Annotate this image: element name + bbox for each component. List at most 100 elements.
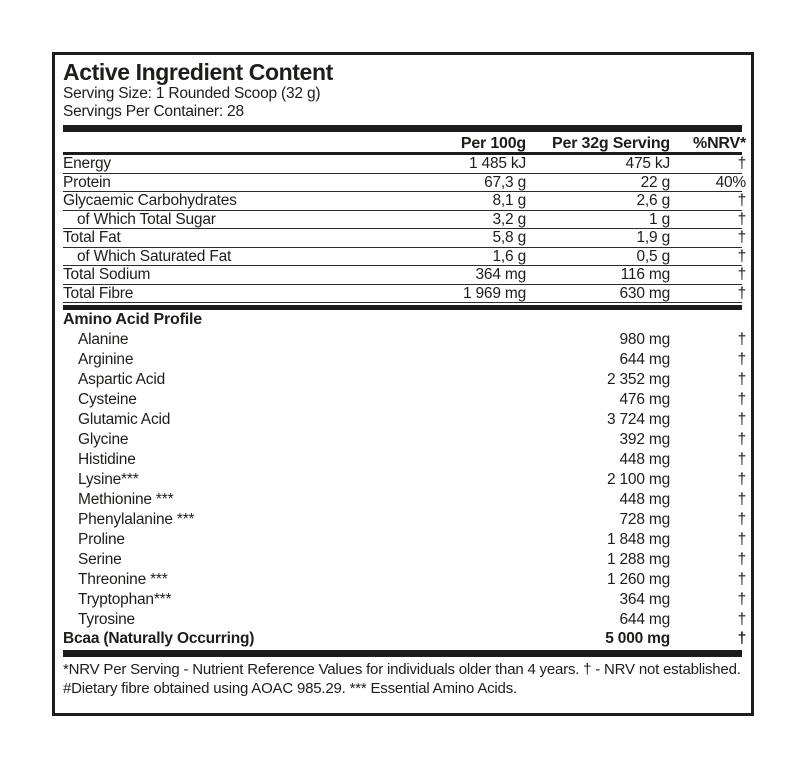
- value-per-100g: [333, 510, 526, 530]
- value-per-100g: 364 mg: [475, 266, 527, 283]
- footnotes: *NRV Per Serving - Nutrient Reference Va…: [63, 660, 742, 698]
- label-title: Active Ingredient Content: [63, 59, 333, 85]
- header-nrv: %NRV*: [693, 135, 746, 152]
- amino-acid-profile-heading: Amino Acid Profile: [63, 311, 202, 328]
- amino-row-lysine: Lysine*** 2 100 mg †: [63, 470, 746, 490]
- amino-row-arginine: Arginine 644 mg †: [63, 350, 746, 370]
- amino-row-tyrosine: Tyrosine 644 mg †: [63, 610, 746, 630]
- value-per-100g: 1,6 g: [492, 247, 527, 265]
- amino-name: Proline: [78, 531, 125, 548]
- value-nrv: †: [737, 630, 747, 647]
- value-per-serving: 644 mg: [619, 611, 671, 628]
- footnote-nrv: *NRV Per Serving - Nutrient Reference Va…: [63, 661, 741, 678]
- value-per-serving: 2 100 mg: [606, 471, 670, 488]
- value-per-serving: 364 mg: [619, 591, 671, 608]
- amino-row-glycine: Glycine 392 mg †: [63, 430, 746, 450]
- value-per-100g: 67,3 g: [484, 173, 526, 191]
- value-per-100g: [333, 430, 526, 450]
- amino-name: Glycine: [78, 431, 129, 448]
- value-nrv: †: [737, 266, 747, 283]
- value-per-serving: 392 mg: [619, 431, 671, 448]
- serving-size: Serving Size: 1 Rounded Scoop (32 g): [63, 85, 321, 102]
- value-nrv: †: [737, 611, 747, 628]
- value-per-100g: [333, 490, 526, 510]
- nutrient-name: Energy: [63, 155, 111, 172]
- value-nrv: †: [737, 531, 747, 548]
- value-per-serving: 2,6 g: [636, 192, 671, 209]
- amino-name: Methionine ***: [78, 491, 174, 508]
- nutrient-row-glycaemic-carbohydrates: Glycaemic Carbohydrates 8,1 g 2,6 g †: [63, 192, 746, 211]
- nutrient-name: Protein: [63, 173, 111, 191]
- amino-row-glutamic-acid: Glutamic Acid 3 724 mg †: [63, 410, 746, 430]
- amino-name: Tryptophan***: [78, 591, 172, 608]
- value-per-100g: [333, 590, 526, 610]
- nutrient-row-total-fibre: Total Fibre 1 969 mg 630 mg †: [63, 284, 746, 303]
- value-nrv: †: [737, 351, 747, 368]
- value-nrv: †: [737, 210, 747, 228]
- nutrient-name: of Which Total Sugar: [77, 210, 216, 228]
- value-per-serving: 1 260 mg: [606, 571, 670, 588]
- value-nrv: †: [737, 331, 747, 348]
- divider-thick-bottom: [63, 650, 742, 657]
- value-per-serving: 448 mg: [619, 491, 671, 508]
- value-nrv: †: [737, 371, 747, 388]
- nutrient-row-total-sodium: Total Sodium 364 mg 116 mg †: [63, 266, 746, 285]
- nutrient-row-saturated-fat: of Which Saturated Fat 1,6 g 0,5 g †: [63, 247, 746, 266]
- amino-name: Aspartic Acid: [78, 371, 165, 388]
- nutrient-name: Total Sodium: [63, 266, 151, 283]
- value-nrv: †: [737, 451, 747, 468]
- value-per-100g: 5,8 g: [492, 229, 527, 246]
- value-per-serving: 0,5 g: [636, 247, 671, 265]
- value-per-serving: 1 288 mg: [606, 551, 670, 568]
- nutrient-name: Total Fibre: [63, 284, 134, 302]
- value-nrv: †: [737, 591, 747, 608]
- amino-name: Threonine ***: [78, 571, 168, 588]
- value-per-100g: [333, 390, 526, 410]
- value-per-100g: [333, 470, 526, 490]
- value-per-100g: [333, 330, 526, 350]
- value-per-serving: 448 mg: [619, 451, 671, 468]
- header-per-100g: Per 100g: [460, 135, 526, 152]
- value-per-serving: 3 724 mg: [606, 411, 670, 428]
- amino-row-phenylalanine: Phenylalanine *** 728 mg †: [63, 510, 746, 530]
- value-per-100g: 3,2 g: [492, 210, 527, 228]
- value-per-100g: [333, 550, 526, 570]
- nutrition-label-panel: Active Ingredient Content Serving Size: …: [52, 52, 754, 716]
- amino-row-threonine: Threonine *** 1 260 mg †: [63, 570, 746, 590]
- value-nrv: †: [737, 229, 747, 246]
- table-header-row: Per 100g Per 32g Serving %NRV*: [63, 132, 746, 155]
- amino-name: Arginine: [78, 351, 134, 368]
- value-nrv: †: [737, 511, 747, 528]
- amino-row-proline: Proline 1 848 mg †: [63, 530, 746, 550]
- amino-name: Histidine: [78, 451, 136, 468]
- bcaa-total-row: Bcaa (Naturally Occurring) 5 000 mg †: [63, 630, 746, 647]
- header-spacer: [63, 132, 333, 155]
- amino-name: Lysine***: [78, 471, 139, 488]
- value-per-100g: [333, 410, 526, 430]
- value-per-100g: [333, 630, 526, 647]
- value-nrv: †: [737, 247, 747, 265]
- amino-name: Alanine: [78, 331, 129, 348]
- value-nrv: †: [737, 551, 747, 568]
- value-per-100g: [333, 530, 526, 550]
- nutrient-name: Glycaemic Carbohydrates: [63, 192, 237, 209]
- value-per-100g: [333, 610, 526, 630]
- value-nrv: †: [737, 491, 747, 508]
- amino-row-tryptophan: Tryptophan*** 364 mg †: [63, 590, 746, 610]
- value-per-100g: [333, 570, 526, 590]
- nutrient-row-energy: Energy 1 485 kJ 475 kJ †: [63, 155, 746, 174]
- amino-name: Phenylalanine ***: [78, 511, 195, 528]
- value-per-100g: 1 485 kJ: [469, 155, 526, 172]
- amino-name: Tyrosine: [78, 611, 135, 628]
- value-nrv: †: [737, 284, 747, 302]
- divider-thick-amino: [63, 305, 742, 310]
- amino-row-serine: Serine 1 288 mg †: [63, 550, 746, 570]
- value-per-serving: 475 kJ: [625, 155, 671, 172]
- amino-row-histidine: Histidine 448 mg †: [63, 450, 746, 470]
- value-nrv: †: [737, 192, 747, 209]
- value-per-serving: 116 mg: [620, 266, 671, 283]
- amino-row-alanine: Alanine 980 mg †: [63, 330, 746, 350]
- value-per-serving: 2 352 mg: [606, 371, 670, 388]
- value-per-100g: [333, 350, 526, 370]
- value-per-serving: 1 g: [649, 210, 670, 228]
